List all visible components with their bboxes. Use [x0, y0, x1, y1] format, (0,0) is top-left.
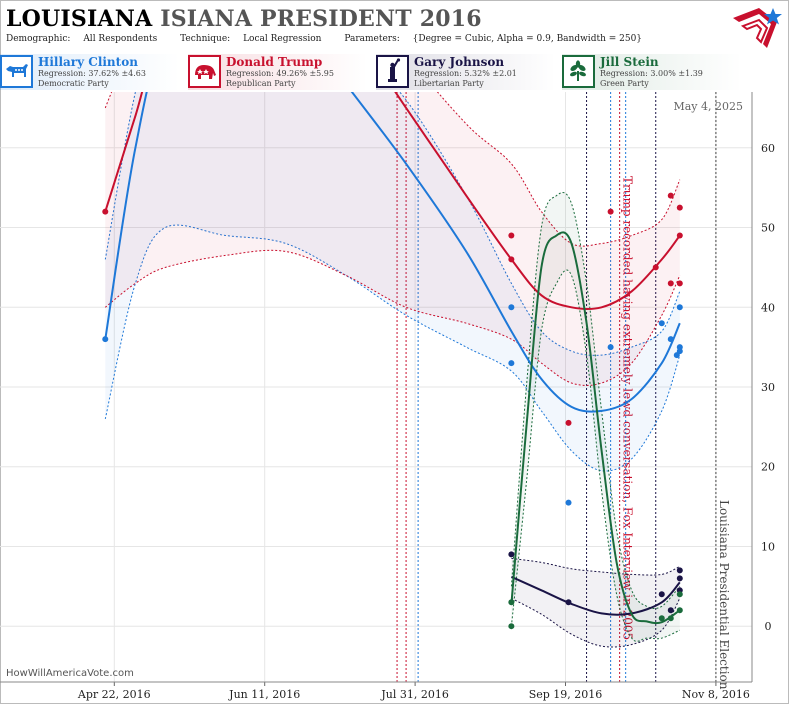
poll-points [102, 192, 683, 630]
regression-line [104, 92, 681, 413]
regression-lines [104, 92, 681, 625]
grid [0, 92, 752, 682]
x-tick-label: Jul 31, 2016 [380, 688, 449, 701]
legend-name: Gary Johnson [414, 55, 505, 69]
band-upper-edge [104, 92, 681, 356]
legend-regression: Regression: 49.26% ±5.95 [226, 69, 334, 78]
poll-point [565, 599, 572, 606]
technique-label: Technique: [180, 34, 231, 44]
poll-point [676, 348, 683, 355]
regression-line [104, 92, 681, 311]
legend-party: Republican Party [226, 79, 296, 88]
poll-point [667, 336, 674, 343]
x-tick-label: Nov 8, 2016 [682, 688, 750, 701]
poll-point [676, 304, 683, 311]
band-upper-edge [510, 192, 681, 610]
legend-stein: Jill Stein Regression: 3.00% ±1.39 Green… [562, 54, 742, 90]
legend-party: Democratic Party [38, 79, 109, 88]
poll-point [565, 499, 572, 506]
y-tick-label: 50 [761, 222, 775, 235]
poll-point [658, 591, 665, 598]
poll-point [667, 615, 674, 622]
leaf-icon [562, 55, 595, 88]
band-lower-edge [511, 597, 681, 648]
legend-johnson: Gary Johnson Regression: 5.32% ±2.01 Lib… [376, 54, 556, 90]
title-state: LOUISIANA [6, 6, 153, 32]
demographic-label: Demographic: [6, 34, 71, 44]
y-tick-label: 20 [761, 461, 775, 474]
confidence-band [511, 192, 680, 642]
poll-point [607, 344, 614, 351]
poll-point [508, 599, 515, 606]
band-lower-edge [104, 224, 681, 472]
poll-point [676, 591, 683, 598]
legend-regression: Regression: 5.32% ±2.01 [414, 69, 517, 78]
parameters-label: Parameters: [344, 34, 400, 44]
band-lower-edge [104, 249, 681, 386]
legend-party: Libertarian Party [414, 79, 484, 88]
poll-point [676, 232, 683, 239]
poll-point [102, 336, 109, 343]
poll-point [565, 419, 572, 426]
poll-point [676, 204, 683, 211]
legend-name: Jill Stein [600, 55, 659, 69]
poll-point [676, 575, 683, 582]
y-tick-label: 10 [761, 540, 775, 553]
poll-point [652, 264, 659, 271]
technique-value: Local Regression [243, 34, 322, 44]
poll-point [508, 304, 515, 311]
y-tick-label: 0 [765, 620, 772, 633]
poll-point [658, 615, 665, 622]
band-upper-edge [104, 92, 681, 247]
poll-point [508, 232, 515, 239]
band-lower-edge [510, 269, 681, 642]
poll-point [667, 607, 674, 614]
event-label: Louisiana Presidential Election [717, 500, 731, 690]
donkey-icon [0, 55, 33, 88]
parameters-line: Demographic: All Respondents Technique: … [6, 34, 662, 44]
poll-point [676, 567, 683, 574]
legend-clinton: Hillary Clinton Regression: 37.62% ±4.63… [0, 54, 180, 90]
y-tick-label: 30 [761, 381, 775, 394]
confidence-bands [104, 92, 681, 648]
legend-party: Green Party [600, 79, 649, 88]
x-tick-label: Sep 19, 2016 [529, 688, 603, 701]
watermark: HowWillAmericaVote.com [6, 668, 134, 679]
legend-regression: Regression: 3.00% ±1.39 [600, 69, 703, 78]
demographic-value: All Respondents [83, 34, 158, 44]
parameters-value: {Degree = Cubic, Alpha = 0.9, Bandwidth … [412, 34, 643, 44]
poll-point [508, 360, 515, 367]
poll-point [508, 623, 515, 630]
y-tick-label: 60 [761, 142, 775, 155]
poll-point [667, 192, 674, 199]
confidence-band [511, 558, 680, 648]
liberty-icon [376, 55, 409, 88]
poll-point [607, 208, 614, 215]
regression-line [510, 231, 681, 625]
poll-point [508, 551, 515, 558]
title-race: ISIANA PRESIDENT 2016 [160, 6, 482, 32]
legend-name: Hillary Clinton [38, 55, 138, 69]
poll-point [676, 607, 683, 614]
flag-logo-icon [733, 8, 782, 48]
x-tick-label: Jun 11, 2016 [228, 688, 300, 701]
poll-point [676, 280, 683, 287]
confidence-band [105, 92, 680, 471]
date-stamp: May 4, 2025 [673, 100, 743, 113]
legend-regression: Regression: 37.62% ±4.63 [38, 69, 146, 78]
poll-point [508, 256, 515, 263]
header: LOUISIANA ISIANA PRESIDENT 2016 Demograp… [0, 0, 789, 92]
poll-point [102, 208, 109, 215]
y-tick-label: 40 [761, 301, 775, 314]
poll-point [667, 280, 674, 287]
poll-chart: Trump recorded having extremely lewd con… [0, 92, 775, 701]
axes: 0 10 20 30 40 50 60 Apr 22, 2016 Jun 11, 2016 Jul… [0, 92, 775, 701]
page-title: LOUISIANA ISIANA PRESIDENT 2016 [6, 6, 482, 32]
elephant-icon [188, 55, 221, 88]
legend-name: Donald Trump [226, 55, 323, 69]
regression-line [510, 575, 681, 616]
x-tick-label: Apr 22, 2016 [77, 688, 151, 701]
legend-trump: Donald Trump Regression: 49.26% ±5.95 Re… [188, 54, 368, 90]
poll-point [658, 320, 665, 327]
